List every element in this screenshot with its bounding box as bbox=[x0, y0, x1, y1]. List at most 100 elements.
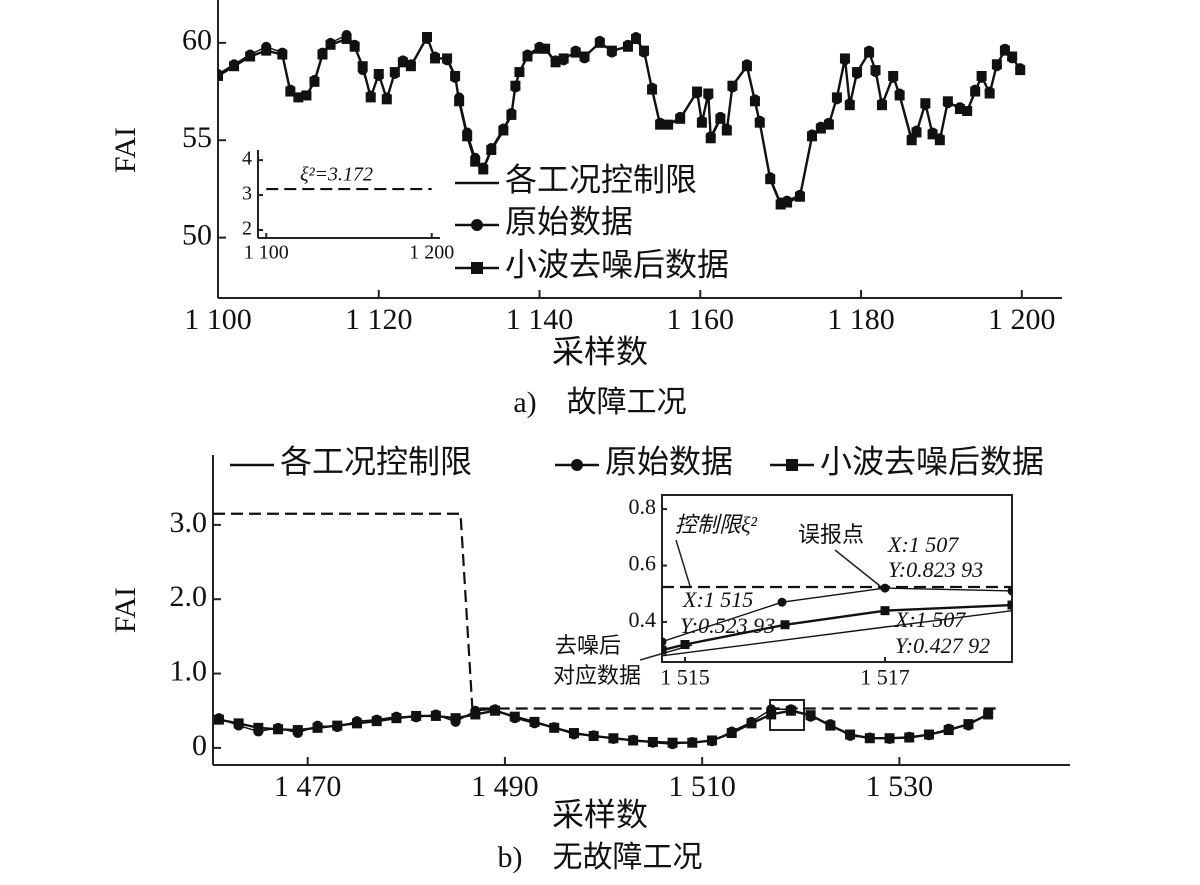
point bbox=[845, 729, 856, 740]
x-tick-label: 1 100 bbox=[184, 303, 252, 336]
chart: 1 100 1 120 1 140 1 160 1 180 1 200 50 55 60 bbox=[182, 0, 1062, 336]
annotation: 控制限ξ² bbox=[675, 512, 757, 537]
caption: a) 故障工况 bbox=[513, 386, 686, 419]
point bbox=[357, 61, 368, 72]
point bbox=[442, 53, 453, 64]
y-tick-label: 0 bbox=[192, 729, 207, 762]
point bbox=[647, 736, 658, 747]
annotation: Y:0.427 92 bbox=[895, 633, 990, 658]
point bbox=[506, 109, 517, 120]
x-tick-label: 1 515 bbox=[660, 665, 710, 690]
point bbox=[292, 725, 303, 736]
point bbox=[831, 92, 842, 103]
point bbox=[663, 119, 674, 130]
point bbox=[454, 96, 465, 107]
point bbox=[692, 86, 703, 97]
point bbox=[312, 722, 323, 733]
point bbox=[514, 67, 525, 78]
point bbox=[923, 729, 934, 740]
point bbox=[608, 733, 619, 744]
point bbox=[852, 67, 863, 78]
point bbox=[775, 199, 786, 210]
point bbox=[253, 722, 264, 733]
point bbox=[954, 104, 965, 115]
point bbox=[498, 125, 509, 136]
chart: 1 100 1 200 2 3 4 ξ²=3.172 bbox=[242, 148, 454, 264]
point bbox=[365, 92, 376, 103]
annotation: 误报点 bbox=[798, 522, 864, 547]
point bbox=[486, 144, 497, 155]
point bbox=[430, 53, 441, 64]
point bbox=[478, 164, 489, 175]
series-line bbox=[662, 587, 1012, 643]
legend-label: 各工况控制限 bbox=[280, 443, 472, 479]
point bbox=[391, 713, 402, 724]
point bbox=[462, 131, 473, 142]
series-line bbox=[218, 709, 989, 744]
point bbox=[332, 720, 343, 731]
point bbox=[777, 597, 787, 607]
point bbox=[780, 620, 790, 630]
x-axis-label: 采样数 bbox=[552, 333, 648, 369]
legend-label: 原始数据 bbox=[505, 203, 633, 239]
point bbox=[655, 119, 666, 130]
annotation: Y:0.523 93 bbox=[680, 613, 775, 638]
y-tick-label: 2.0 bbox=[170, 580, 208, 613]
y-tick-label: 2 bbox=[242, 218, 252, 240]
leader-line bbox=[675, 539, 691, 587]
point bbox=[309, 76, 320, 87]
point bbox=[233, 718, 244, 729]
x-tick-label: 1 140 bbox=[506, 303, 574, 336]
point bbox=[920, 98, 931, 109]
point bbox=[888, 70, 899, 81]
point bbox=[807, 131, 818, 142]
point bbox=[675, 113, 686, 124]
point bbox=[293, 92, 304, 103]
annotation: X:1 507 bbox=[894, 607, 966, 632]
point bbox=[927, 129, 938, 140]
legend-label: 各工况控制限 bbox=[505, 161, 697, 197]
point bbox=[911, 127, 922, 138]
point bbox=[421, 32, 432, 43]
point bbox=[815, 123, 826, 134]
point bbox=[667, 737, 678, 748]
x-tick-label: 1 120 bbox=[345, 303, 413, 336]
point bbox=[999, 45, 1010, 56]
annotation: X:1 507 bbox=[887, 532, 959, 557]
y-tick-label: 3.0 bbox=[170, 506, 208, 539]
point bbox=[934, 135, 945, 146]
point bbox=[864, 47, 875, 58]
point bbox=[904, 732, 915, 743]
point bbox=[703, 88, 714, 99]
legend: 各工况控制限 原始数据 小波去噪后数据 bbox=[230, 443, 1044, 479]
point bbox=[371, 716, 382, 727]
point bbox=[213, 714, 224, 725]
point bbox=[721, 125, 732, 136]
point bbox=[349, 41, 360, 52]
point bbox=[765, 174, 776, 185]
point bbox=[510, 80, 521, 91]
point bbox=[880, 606, 890, 616]
series-line bbox=[662, 609, 1012, 657]
y-tick-label: 0.8 bbox=[629, 494, 657, 519]
point bbox=[823, 119, 834, 130]
chart: 1 470 1 490 1 510 1 530 0 1.0 2.0 3.0 bbox=[170, 455, 1070, 803]
point bbox=[715, 113, 726, 124]
x-tick-label: 1 517 bbox=[860, 665, 910, 690]
point bbox=[549, 722, 560, 733]
point bbox=[325, 39, 336, 50]
point bbox=[285, 86, 296, 97]
annotation: 对应数据 bbox=[553, 663, 641, 688]
point bbox=[218, 70, 223, 81]
point bbox=[579, 51, 590, 62]
y-tick-label: 50 bbox=[182, 219, 212, 252]
y-axis-label: FAI bbox=[109, 587, 142, 633]
point bbox=[594, 37, 605, 48]
legend-marker bbox=[471, 219, 483, 231]
y-tick-label: 4 bbox=[242, 148, 252, 170]
point bbox=[351, 718, 362, 729]
y-tick-label: 0.4 bbox=[629, 607, 657, 632]
x-tick-label: 1 180 bbox=[827, 303, 895, 336]
point bbox=[261, 45, 272, 56]
plot bbox=[213, 512, 999, 750]
